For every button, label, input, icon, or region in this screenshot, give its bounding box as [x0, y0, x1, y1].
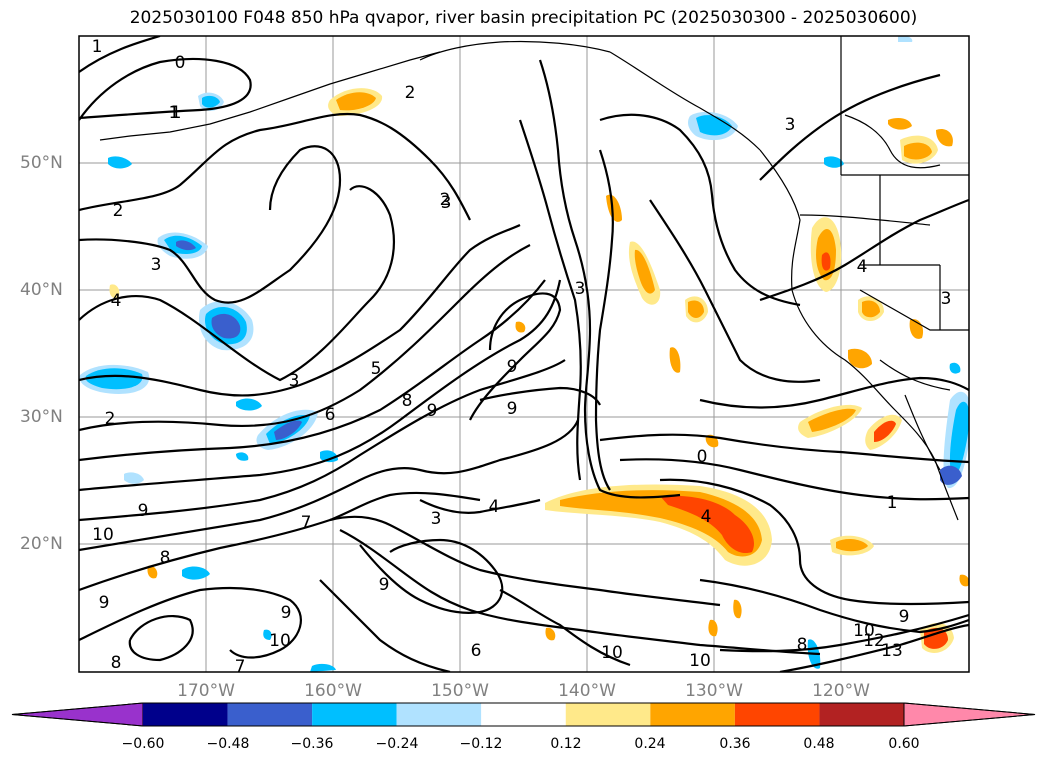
contour-label: 10 [92, 525, 114, 545]
contour-label: 1 [169, 103, 180, 123]
colorbar-tick: 0.12 [550, 736, 582, 752]
colorbar-tick: −0.36 [290, 736, 334, 752]
colorbar-cell [143, 703, 228, 726]
contour-label: 1 [887, 493, 898, 513]
contour-label: 3 [431, 509, 442, 529]
colorbar-cell [481, 703, 566, 726]
colorbar-cell [396, 703, 482, 726]
contour-label: 8 [797, 635, 808, 655]
contour-label: 10 [601, 643, 623, 663]
contour-label: 9 [899, 607, 910, 627]
contour-label: 2 [440, 190, 451, 210]
contour-label: 12 [863, 631, 885, 651]
forecast-map: 1 0 1 2 2 3 1 2 3 4 3 2 5 6 8 9 9 9 7 3 … [78, 35, 970, 677]
contour-label: 1 [92, 37, 103, 57]
lon-label: 130°W [685, 681, 743, 701]
contour-label: 9 [507, 357, 518, 377]
colorbar-extend-low [11, 702, 144, 727]
lon-label: 170°W [177, 681, 235, 701]
lat-label: 50°N [20, 153, 63, 173]
colorbar [11, 702, 1036, 727]
colorbar-cell [819, 703, 904, 726]
contour-label: 4 [489, 497, 500, 517]
lon-label: 120°W [812, 681, 870, 701]
contour-label: 3 [151, 255, 162, 275]
contour-label: 0 [175, 53, 186, 73]
contour-label: 10 [853, 621, 875, 641]
contour-label: 8 [111, 653, 122, 673]
contour-label: 6 [325, 405, 336, 425]
contour-label: 6 [471, 641, 482, 661]
colorbar-tick: 0.48 [803, 736, 835, 752]
contour-label: 2 [105, 409, 116, 429]
contour-labels: 1 0 1 2 2 3 1 2 3 4 3 2 5 6 8 9 9 9 7 3 … [92, 37, 952, 677]
lon-label: 140°W [558, 681, 616, 701]
lat-label: 20°N [20, 534, 63, 554]
contour-label: 9 [138, 501, 149, 521]
contour-label: 0 [697, 447, 708, 467]
contour-label: 10 [269, 631, 291, 651]
contour-label: 9 [99, 593, 110, 613]
contour-label: 9 [427, 401, 438, 421]
colorbar-outline [11, 702, 1036, 727]
contour-label: 5 [371, 359, 382, 379]
contour-label: 7 [235, 657, 246, 677]
colorbar-extend-high [903, 702, 1036, 727]
colorbar-tick: 0.36 [719, 736, 751, 752]
colorbar-tick: 0.24 [634, 736, 666, 752]
contour-label: 4 [701, 507, 712, 527]
colorbar-tick: −0.60 [121, 736, 165, 752]
contour-label: 8 [402, 391, 413, 411]
contour-label: 10 [689, 651, 711, 671]
contour-label: 3 [289, 371, 300, 391]
contour-label: 9 [281, 603, 292, 623]
colorbar-cell [565, 703, 651, 726]
contour-label: 13 [881, 641, 903, 661]
contour-label: 7 [301, 513, 312, 533]
contour-label: 9 [379, 575, 390, 595]
colorbar-tick: −0.48 [206, 736, 250, 752]
contour-label: 3 [575, 279, 586, 299]
coastlines [99, 36, 969, 521]
colorbar-tick: 0.60 [888, 736, 920, 752]
lon-label: 160°W [304, 681, 362, 701]
contour-label: 8 [160, 548, 171, 568]
colorbar-cell [734, 703, 820, 726]
colorbar-tick: −0.24 [375, 736, 419, 752]
colorbar-cell [312, 703, 397, 726]
qvapor-contours [79, 36, 969, 672]
contour-label: 3 [941, 289, 952, 309]
contour-label: 3 [441, 193, 452, 213]
map-title: 2025030100 F048 850 hPa qvapor, river ba… [129, 8, 918, 28]
contour-label: 2 [113, 201, 124, 221]
contour-label: 9 [507, 399, 518, 419]
contour-label: 2 [405, 83, 416, 103]
lat-label: 40°N [20, 280, 63, 300]
contour-label: 4 [857, 257, 868, 277]
contour-label: 1 [171, 103, 182, 123]
map-frame [78, 35, 970, 673]
lat-label: 30°N [20, 407, 63, 427]
colorbar-tick: −0.12 [459, 736, 503, 752]
contour-label: 4 [111, 291, 122, 311]
colorbar-cell [227, 703, 313, 726]
colorbar-cell [650, 703, 735, 726]
lon-label: 150°W [431, 681, 489, 701]
contour-label: 3 [785, 115, 796, 135]
